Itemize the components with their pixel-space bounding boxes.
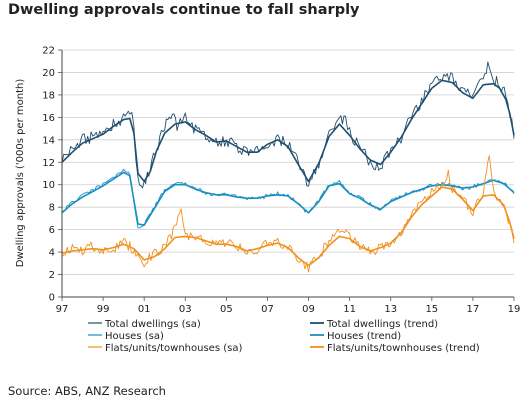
y-tick-label: 10 [42, 180, 55, 191]
y-tick-label: 14 [42, 135, 55, 146]
x-tick-label: 15 [425, 304, 438, 315]
series-lines [61, 61, 515, 273]
x-tick-label: 97 [56, 304, 69, 315]
source-note: Source: ABS, ANZ Research [8, 384, 166, 398]
y-tick-label: 18 [42, 90, 55, 101]
x-tick-label: 11 [343, 304, 356, 315]
x-axis-ticks: 97 99 01 03 05 07 09 11 13 15 17 19 [56, 297, 521, 315]
y-tick-label: 8 [49, 203, 55, 214]
legend: Total dwellings (sa) Total dwellings (tre… [88, 319, 480, 354]
legend-label: Flats/units/townhouses (sa) [105, 343, 242, 354]
series-line [61, 168, 515, 229]
x-tick-label: 19 [508, 304, 521, 315]
x-tick-label: 99 [97, 304, 110, 315]
y-axis-label: Dwelling approvals ('000s per month) [15, 79, 26, 268]
y-tick-label: 6 [49, 225, 55, 236]
legend-label: Houses (trend) [327, 331, 401, 342]
series-line [61, 79, 515, 183]
legend-label: Houses (sa) [105, 331, 164, 342]
x-tick-label: 09 [302, 304, 315, 315]
x-tick-label: 13 [384, 304, 397, 315]
y-tick-label: 20 [42, 68, 55, 79]
y-axis-ticks: 0 2 4 6 8 10 12 14 16 18 20 22 [42, 46, 62, 304]
y-tick-label: 16 [42, 113, 55, 124]
x-tick-label: 05 [220, 304, 233, 315]
chart-svg: 0 2 4 6 8 10 12 14 16 18 20 22 97 99 01 03 05 07 09 11 13 15… [15, 46, 521, 355]
series-line [61, 186, 515, 267]
x-tick-label: 01 [138, 304, 151, 315]
legend-label: Total dwellings (trend) [326, 319, 438, 330]
legend-label: Flats/units/townhouses (trend) [327, 343, 480, 354]
y-tick-label: 12 [42, 158, 55, 169]
gridlines [62, 49, 514, 298]
chart-title: Dwelling approvals continue to fall shar… [8, 2, 360, 18]
x-tick-label: 03 [179, 304, 192, 315]
y-tick-label: 0 [49, 293, 55, 304]
series-line [61, 155, 515, 273]
series-line [61, 171, 515, 226]
y-tick-label: 4 [49, 248, 55, 259]
axes [61, 50, 514, 298]
x-tick-label: 17 [467, 304, 480, 315]
y-tick-label: 2 [49, 270, 55, 281]
legend-label: Total dwellings (sa) [104, 319, 201, 330]
y-tick-label: 22 [42, 46, 55, 57]
x-tick-label: 07 [261, 304, 274, 315]
